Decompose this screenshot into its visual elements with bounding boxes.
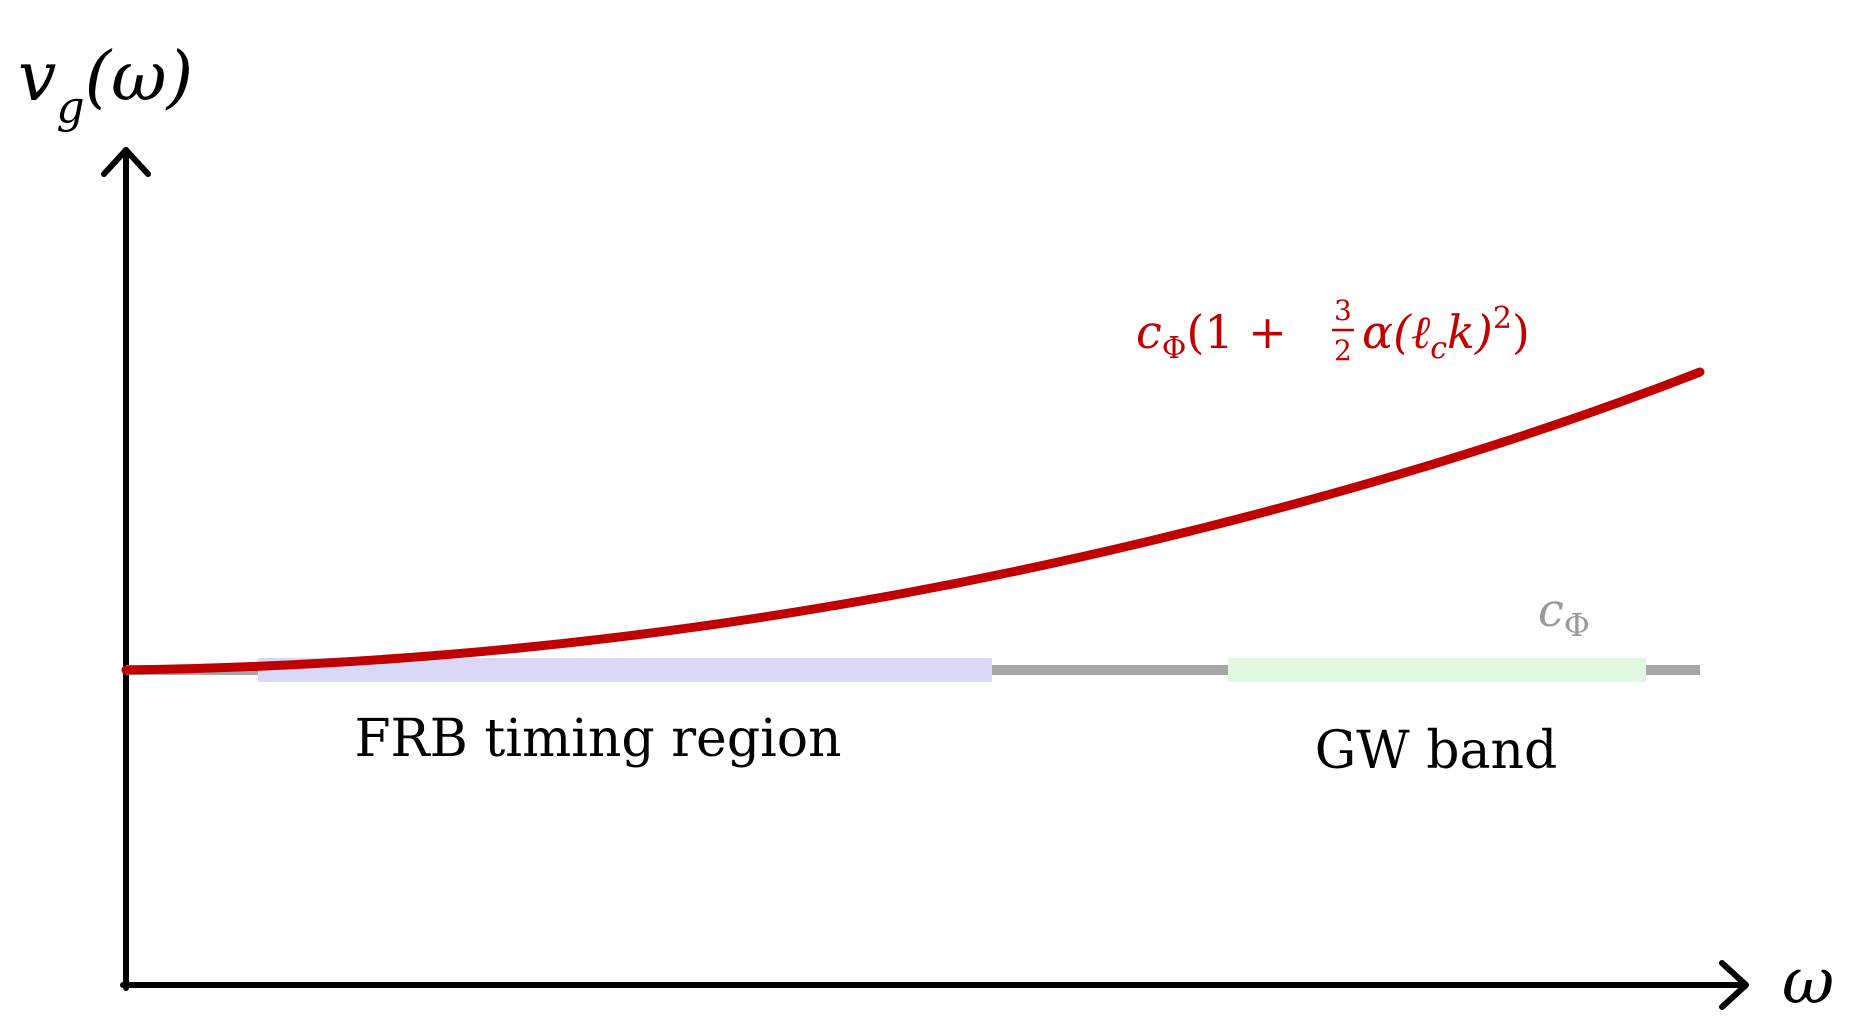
curve-formula-label: cΦ(1 + — [1136, 305, 1287, 366]
y-axis-label: vg(ω) — [18, 38, 193, 133]
curve-formula-tail: α(ℓck)2) — [1362, 301, 1530, 366]
gw-band — [1228, 658, 1646, 682]
curve-fraction-numerator: 3 — [1334, 294, 1352, 327]
x-axis-label: ω — [1782, 945, 1834, 1019]
baseline-label: cΦ — [1538, 583, 1590, 644]
y-axis-arrowhead — [101, 147, 151, 177]
gw-band-label: GW band — [1315, 721, 1558, 781]
frb-region-label: FRB timing region — [354, 709, 841, 769]
dispersion-curve — [121, 367, 1705, 675]
axes — [101, 147, 1749, 1010]
curve-fraction-denominator: 2 — [1334, 334, 1352, 367]
x-axis-arrowhead — [1719, 960, 1749, 1010]
